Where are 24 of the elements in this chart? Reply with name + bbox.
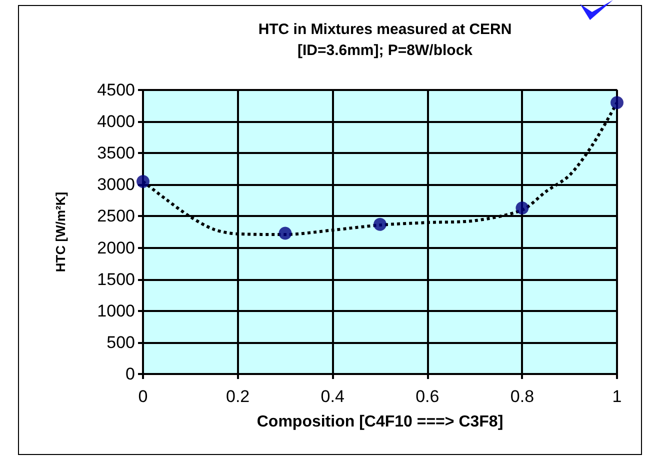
y-tick-label: 2500 bbox=[97, 206, 135, 226]
y-tick-label: 500 bbox=[106, 332, 135, 352]
x-tick-label: 0.4 bbox=[320, 387, 344, 406]
x-tick-label: 0.8 bbox=[510, 387, 534, 406]
y-tick-label: 4000 bbox=[97, 112, 135, 132]
chart-title: HTC in Mixtures measured at CERN [ID=3.6mm]; P=8W/block bbox=[258, 21, 512, 59]
y-tick-label: 4500 bbox=[97, 80, 135, 100]
point bbox=[374, 218, 386, 231]
y-tick-label: 1000 bbox=[97, 301, 135, 320]
x-tick-label: 0 bbox=[138, 387, 148, 406]
point bbox=[516, 202, 529, 215]
y-tick-label: 1500 bbox=[97, 270, 135, 289]
y-tick-label: 0 bbox=[126, 364, 135, 384]
y-tick-label: 3000 bbox=[97, 175, 135, 194]
x-tick-label: 0.2 bbox=[226, 387, 250, 406]
point bbox=[610, 96, 624, 110]
y-axis-title: HTC [W/m²K] bbox=[53, 192, 68, 272]
x-tick-label: 0.6 bbox=[416, 387, 440, 406]
point bbox=[136, 175, 150, 188]
x-axis-title: Composition [C4F10 ===> C3F8] bbox=[256, 414, 504, 430]
y-tick-label: 2000 bbox=[97, 238, 135, 258]
y-tick-label: 3500 bbox=[97, 144, 135, 163]
point bbox=[278, 226, 292, 240]
x-tick-label: 1 bbox=[612, 387, 622, 406]
